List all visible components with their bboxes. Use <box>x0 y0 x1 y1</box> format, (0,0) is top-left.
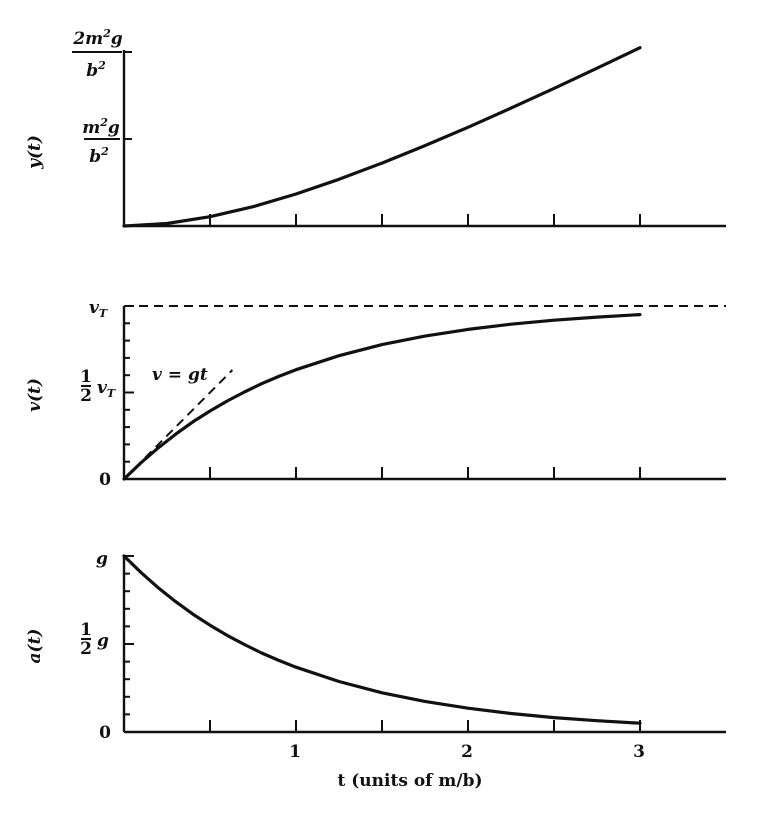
ylabel-velocity-text: v(t) <box>25 378 45 412</box>
ytick-label-vT: vT <box>89 298 108 320</box>
annotation-v-equals-gt: v = gt <box>152 365 208 385</box>
svg-text:vT: vT <box>97 378 116 400</box>
ylabel-acceleration: a(t) <box>25 629 45 664</box>
ytick-half-den: 2 <box>80 386 92 406</box>
ylabel-acceleration-text: a(t) <box>25 629 45 664</box>
ytick-label-half-g: 1 2 g <box>80 620 109 659</box>
panel-velocity-xticks <box>209 467 641 479</box>
ytick-label-half-vT: 1 2 vT <box>80 367 116 406</box>
x-axis-title: t (units of m/b) <box>337 771 482 791</box>
panel-velocity: v(t) vT 1 2 vT 0 v = gt <box>25 298 726 490</box>
svg-text:m2g: m2g <box>82 116 120 138</box>
xtick-label-3: 3 <box>633 742 645 762</box>
panel-velocity-minor-yticks <box>124 305 134 463</box>
ylabel-position-text: y(t) <box>25 135 45 170</box>
curve-velocity <box>122 313 642 481</box>
svg-text:b2: b2 <box>89 145 109 167</box>
curve-position <box>122 46 642 228</box>
xtick-label-2: 2 <box>461 742 473 762</box>
curve-acceleration <box>122 554 642 725</box>
ytick-2-sup: 2 <box>102 27 111 40</box>
ytick-half-vT-v: v <box>97 378 108 398</box>
ytick-label-acceleration-zero: 0 <box>99 723 111 743</box>
ytick-2-tail: g <box>111 29 123 49</box>
ytick-half-num: 1 <box>80 367 92 387</box>
ytick-half-g-g: g <box>97 631 109 651</box>
ylabel-position: y(t) <box>25 135 45 170</box>
ytick-2-den: b <box>86 61 98 81</box>
ytick-half-vT-sub: T <box>107 387 116 400</box>
ytick-2-den-sup: 2 <box>97 59 106 72</box>
ytick-label-velocity-zero: 0 <box>99 470 111 490</box>
ytick-label-2m2g-over-b2: 2m2g b2 <box>72 27 123 81</box>
ylabel-velocity: v(t) <box>25 378 45 412</box>
svg-text:b2: b2 <box>86 59 106 81</box>
ytick-2-num: 2m <box>72 29 103 49</box>
panel-acceleration-minor-yticks <box>124 555 134 716</box>
panel-acceleration-xticks <box>209 720 641 732</box>
ytick-vT-sub: T <box>99 307 108 320</box>
ytick-half-g-den: 2 <box>80 639 92 659</box>
ytick-vT-v: v <box>89 298 100 318</box>
ytick-1-tail: g <box>108 118 120 138</box>
ytick-1-sup: 2 <box>99 116 108 129</box>
ytick-label-g: g <box>96 549 108 569</box>
ytick-half-g-num: 1 <box>80 620 92 640</box>
ytick-1-den-sup: 2 <box>100 145 109 158</box>
panel-position-xticks <box>209 214 641 226</box>
ytick-label-m2g-over-b2: m2g b2 <box>82 116 120 167</box>
ytick-1-num: m <box>82 118 100 138</box>
xtick-label-1: 1 <box>289 742 301 762</box>
ytick-1-den: b <box>89 147 101 167</box>
svg-text:2m2g: 2m2g <box>72 27 122 49</box>
panel-position: y(t) 2m2g b2 m2g b2 <box>25 27 726 228</box>
v-equals-gt-line <box>123 369 234 480</box>
panel-acceleration: a(t) g 1 2 g 0 1 2 3 t (units of m/b) <box>25 549 726 791</box>
